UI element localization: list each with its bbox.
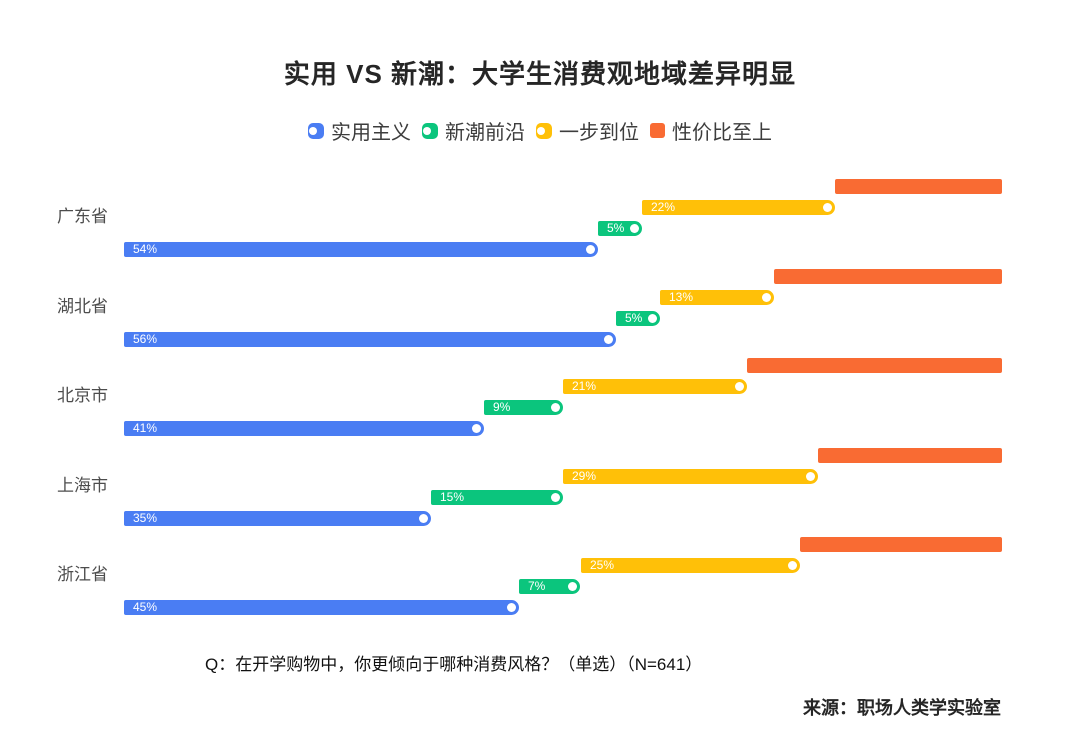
- bar-segment-series1: 45%: [124, 600, 519, 615]
- bar-end-dot-icon: [630, 224, 639, 233]
- category-label: 浙江省: [57, 565, 108, 584]
- bar-segment-series3: 29%: [563, 469, 818, 484]
- bar-value-label: 54%: [133, 242, 158, 256]
- bar-value-label: 15%: [440, 490, 465, 504]
- category-label: 上海市: [57, 476, 108, 495]
- legend-label: 一步到位: [559, 122, 639, 144]
- chart-row-4: 上海市 35% 15% 29%: [0, 448, 1080, 526]
- bar-end-dot-icon: [823, 203, 832, 212]
- legend-item: 一步到位: [536, 116, 639, 145]
- legend-label: 实用主义: [331, 122, 411, 144]
- bar-segment-series3: 25%: [581, 558, 800, 573]
- legend-item: 实用主义: [308, 116, 411, 145]
- chart-row-2: 湖北省 56% 5% 13%: [0, 269, 1080, 347]
- legend-item: 性价比至上: [650, 116, 772, 145]
- bar-end-dot-icon: [735, 382, 744, 391]
- bar-segment-series3: 22%: [642, 200, 835, 215]
- bar-segment-series2: 15%: [431, 490, 563, 505]
- chart-title: 实用 VS 新潮：大学生消费观地域差异明显: [283, 59, 797, 89]
- bar-segment-series3: 21%: [563, 379, 747, 394]
- bar-end-dot-icon: [472, 424, 481, 433]
- bar-end-dot-icon: [648, 314, 657, 323]
- legend-swatch-icon: [308, 122, 324, 139]
- bar-end-dot-icon: [507, 603, 516, 612]
- bar-value-label: 22%: [651, 200, 676, 214]
- bar-value-label: 41%: [133, 421, 158, 435]
- bar-end-dot-icon: [551, 403, 560, 412]
- bar-segment-series1: 54%: [124, 242, 598, 257]
- category-label: 湖北省: [57, 297, 108, 316]
- bar-end-dot-icon: [788, 561, 797, 570]
- bar-end-dot-icon: [568, 582, 577, 591]
- bar-segment-series1: 56%: [124, 332, 616, 347]
- bar-value-label: 56%: [133, 332, 158, 346]
- bar-segment-series1: 41%: [124, 421, 484, 436]
- legend-label: 新潮前沿: [445, 122, 525, 144]
- bar-value-label: 29%: [572, 469, 597, 483]
- bar-value-label: 25%: [590, 558, 615, 572]
- chart-row-1: 广东省 54% 5% 22%: [0, 179, 1080, 257]
- legend-swatch-icon: [650, 123, 665, 138]
- legend: 实用主义 新潮前沿 一步到位 性价比至上: [0, 116, 1080, 145]
- category-label: 北京市: [57, 386, 108, 405]
- bar-segment-series4: [818, 448, 1002, 463]
- bar-end-dot-icon: [551, 493, 560, 502]
- bar-value-label: 5%: [607, 221, 625, 235]
- bar-value-label: 45%: [133, 600, 158, 614]
- bar-segment-series4: [800, 537, 1002, 552]
- legend-swatch-hole-icon: [537, 126, 545, 135]
- bar-segment-series3: 13%: [660, 290, 774, 305]
- legend-label: 性价比至上: [672, 122, 772, 144]
- legend-swatch-icon: [536, 122, 552, 139]
- legend-swatch-hole-icon: [423, 126, 431, 135]
- bar-segment-series4: [774, 269, 1002, 284]
- bar-segment-series2: 9%: [484, 400, 563, 415]
- bar-value-label: 35%: [133, 511, 158, 525]
- bar-end-dot-icon: [604, 335, 613, 344]
- bar-end-dot-icon: [806, 472, 815, 481]
- bar-end-dot-icon: [586, 245, 595, 254]
- bar-segment-series2: 7%: [519, 579, 580, 594]
- bar-segment-series2: 5%: [598, 221, 642, 236]
- chart-row-3: 北京市 41% 9% 21%: [0, 358, 1080, 436]
- legend-swatch-hole-icon: [309, 126, 317, 135]
- bar-value-label: 7%: [528, 579, 546, 593]
- chart-row-5: 浙江省 45% 7% 25%: [0, 537, 1080, 615]
- bar-value-label: 21%: [572, 379, 597, 393]
- legend-item: 新潮前沿: [422, 116, 525, 145]
- survey-question: Q：在开学购物中，你更倾向于哪种消费风格？（单选）（N=641）: [205, 655, 703, 674]
- bar-segment-series4: [835, 179, 1002, 194]
- bar-segment-series1: 35%: [124, 511, 431, 526]
- bar-value-label: 13%: [669, 290, 694, 304]
- bar-end-dot-icon: [762, 293, 771, 302]
- category-label: 广东省: [57, 207, 108, 226]
- legend-swatch-icon: [422, 122, 438, 139]
- bar-value-label: 5%: [625, 311, 643, 325]
- bar-segment-series2: 5%: [616, 311, 660, 326]
- bar-segment-series4: [747, 358, 1002, 373]
- bar-end-dot-icon: [419, 514, 428, 523]
- bar-value-label: 9%: [493, 400, 511, 414]
- source-attribution: 来源：职场人类学实验室: [803, 698, 1001, 718]
